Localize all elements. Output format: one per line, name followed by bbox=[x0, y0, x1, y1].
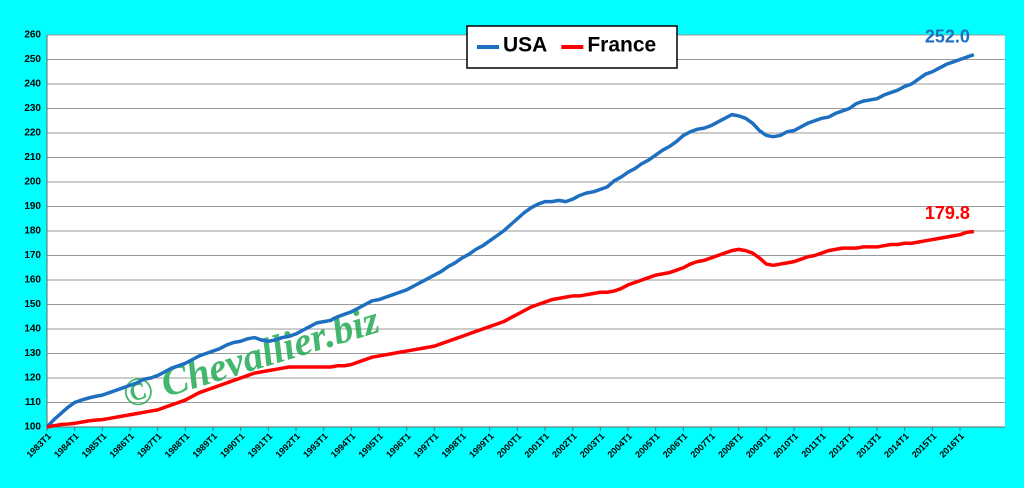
y-tick-label: 200 bbox=[24, 177, 41, 188]
y-tick-label: 260 bbox=[24, 30, 41, 41]
y-tick-label: 230 bbox=[24, 103, 41, 114]
y-tick-label: 100 bbox=[24, 422, 41, 433]
legend-label: USA bbox=[503, 34, 547, 57]
y-tick-label: 140 bbox=[24, 324, 41, 335]
value-label: 179.8 bbox=[925, 203, 970, 223]
y-tick-label: 220 bbox=[24, 128, 41, 139]
y-tick-label: 190 bbox=[24, 201, 41, 212]
y-tick-label: 160 bbox=[24, 275, 41, 286]
series-line bbox=[46, 229, 975, 429]
y-tick-label: 180 bbox=[24, 226, 41, 237]
legend-label: France bbox=[587, 34, 656, 57]
y-tick-label: 150 bbox=[24, 299, 41, 310]
y-tick-label: 250 bbox=[24, 54, 41, 65]
y-tick-label: 170 bbox=[24, 250, 41, 261]
y-tick-label: 210 bbox=[24, 152, 41, 163]
series-line bbox=[45, 52, 975, 429]
y-tick-label: 130 bbox=[24, 348, 41, 359]
value-label: 252.0 bbox=[925, 26, 970, 46]
y-tick-label: 110 bbox=[25, 397, 42, 408]
y-tick-label: 120 bbox=[24, 373, 41, 384]
y-tick-label: 240 bbox=[24, 79, 41, 90]
